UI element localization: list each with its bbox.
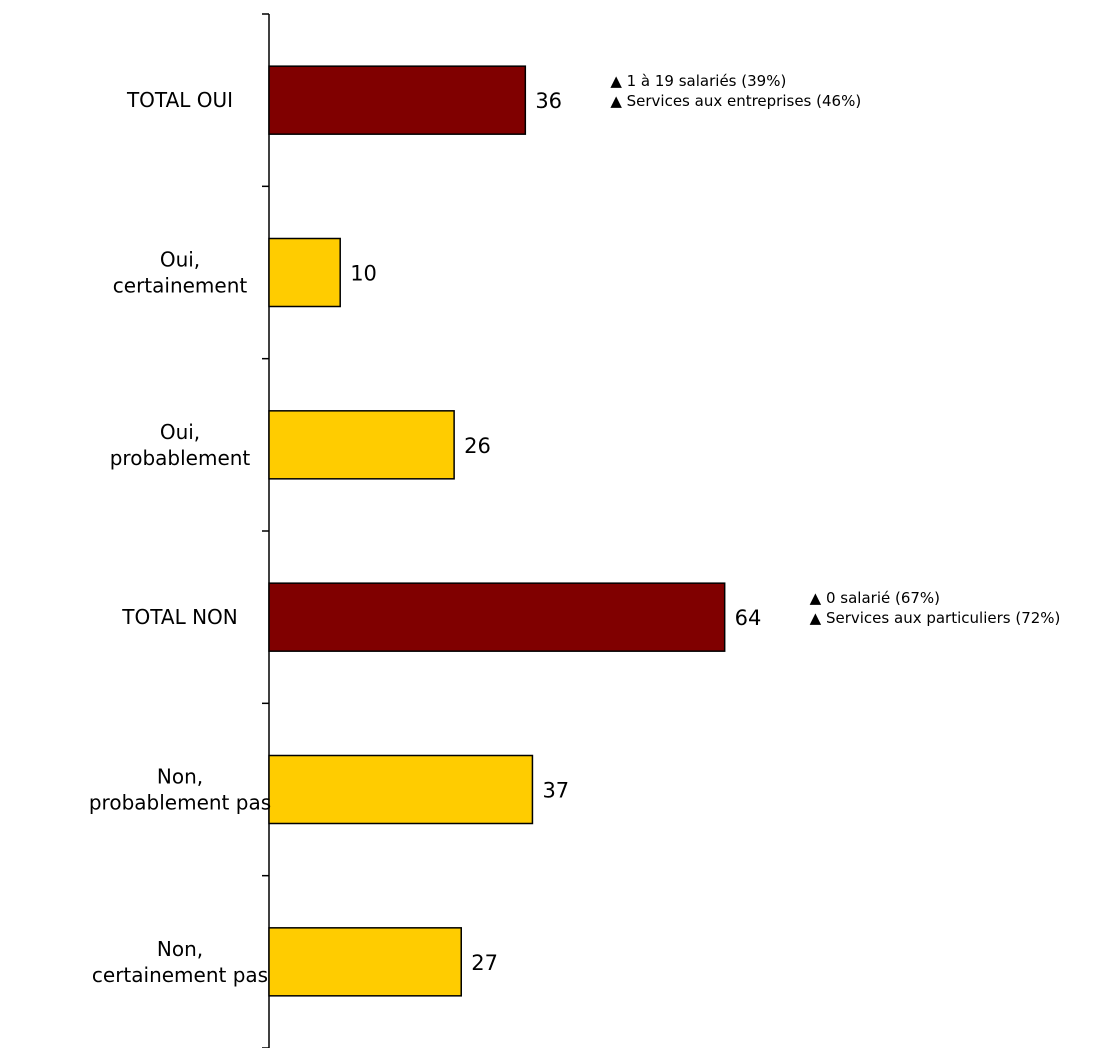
value-label-5: 27 <box>471 951 498 975</box>
bar-5 <box>268 927 462 997</box>
category-label-4: Non, probablement pas <box>89 765 271 815</box>
category-label-1: Oui, certainement <box>113 248 248 298</box>
bar-1 <box>268 237 341 308</box>
bar-2 <box>268 410 455 480</box>
value-label-2: 26 <box>464 434 491 458</box>
value-label-3: 64 <box>735 606 762 630</box>
category-label-3: TOTAL NON <box>121 605 237 629</box>
bar-4 <box>268 754 534 825</box>
annotation-0-line-0: ▲ 1 à 19 salariés (39%) <box>610 72 786 90</box>
value-label-0: 36 <box>535 89 562 113</box>
category-label-2: Oui, probablement <box>110 420 251 470</box>
value-label-1: 10 <box>350 262 377 286</box>
bar-3 <box>268 582 726 652</box>
category-label-5: Non, certainement pas <box>92 937 268 987</box>
annotation-1-line-1: ▲ Services aux particuliers (72%) <box>810 609 1061 627</box>
category-label-0: TOTAL OUI <box>126 88 233 112</box>
annotation-0-line-1: ▲ Services aux entreprises (46%) <box>610 92 861 110</box>
value-label-4: 37 <box>542 779 569 803</box>
bar-0 <box>268 65 527 135</box>
annotation-1-line-0: ▲ 0 salarié (67%) <box>810 589 940 607</box>
